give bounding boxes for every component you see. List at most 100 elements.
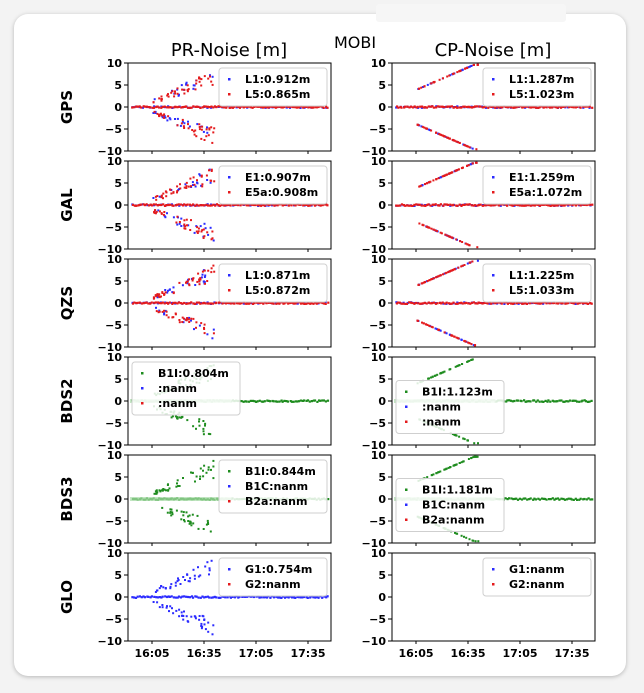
data-point [170, 583, 173, 586]
data-point [459, 240, 462, 243]
data-point [307, 106, 310, 109]
data-point [533, 106, 536, 109]
data-point [487, 106, 490, 109]
y-tick-label: −5 [105, 417, 122, 430]
data-point [432, 179, 435, 182]
data-point [161, 116, 164, 119]
data-point [303, 302, 306, 305]
data-point [200, 230, 203, 233]
data-point [421, 86, 424, 88]
legend-box [131, 361, 241, 416]
data-point [156, 105, 159, 108]
data-point [207, 621, 210, 624]
data-point [241, 595, 244, 598]
data-point [547, 399, 550, 402]
data-point [315, 106, 318, 109]
data-point [449, 172, 452, 174]
data-point [294, 596, 297, 599]
data-point [447, 203, 450, 206]
data-point [246, 302, 249, 305]
data-point [208, 596, 211, 599]
data-point [432, 301, 436, 304]
y-tick-label: −5 [105, 221, 122, 234]
data-point [191, 181, 194, 184]
data-point [169, 605, 172, 608]
data-point [257, 301, 260, 304]
data-point [476, 259, 479, 262]
data-point [454, 106, 457, 109]
data-point [407, 204, 410, 207]
data-point [419, 185, 422, 188]
data-point [479, 105, 482, 108]
data-point [237, 302, 240, 305]
data-point [533, 497, 536, 500]
data-point [545, 302, 548, 305]
data-point [210, 105, 213, 108]
data-point [569, 497, 572, 500]
data-point [286, 400, 289, 403]
y-tick-label: 5 [114, 275, 122, 288]
data-point [195, 79, 198, 82]
data-point [449, 333, 452, 336]
data-point [473, 105, 477, 108]
data-point [165, 106, 169, 109]
data-point [189, 522, 192, 524]
data-point [211, 230, 214, 233]
data-point [185, 615, 188, 618]
data-point [440, 371, 443, 374]
data-point [445, 203, 448, 206]
data-point [253, 400, 256, 403]
y-tick-label: −10 [361, 635, 386, 648]
data-point [426, 225, 429, 228]
data-point [179, 124, 182, 127]
data-point [192, 317, 195, 320]
data-point [435, 472, 438, 475]
data-point [206, 105, 209, 108]
data-point [506, 498, 509, 501]
data-point [155, 492, 157, 495]
legend-label: B1I:0.804m [158, 367, 229, 380]
data-point [174, 581, 177, 584]
data-point [217, 596, 220, 599]
data-point [294, 302, 297, 305]
data-point [417, 319, 420, 322]
data-point [176, 117, 179, 120]
data-point [183, 519, 185, 521]
data-point [171, 511, 174, 514]
data-point [199, 277, 202, 280]
data-point [563, 204, 566, 207]
data-point [212, 465, 215, 468]
y-tick-label: −5 [369, 221, 386, 234]
data-point [207, 630, 210, 633]
legend-marker [228, 78, 231, 81]
data-point [409, 204, 412, 207]
data-point [468, 538, 471, 541]
data-point [186, 90, 189, 93]
data-point [155, 198, 158, 201]
data-point [450, 302, 453, 305]
data-point [224, 596, 227, 599]
data-point [201, 625, 204, 628]
data-point [529, 497, 532, 500]
data-point [306, 399, 310, 402]
data-point [314, 301, 317, 304]
data-point [483, 106, 486, 109]
data-point [556, 497, 560, 500]
data-point [203, 235, 206, 238]
data-point [206, 231, 209, 234]
data-point [172, 301, 175, 304]
data-point [322, 302, 325, 305]
data-point [423, 301, 426, 304]
data-point [254, 203, 257, 207]
data-point [421, 125, 424, 128]
data-point [513, 399, 516, 403]
data-point [484, 204, 487, 207]
data-point [192, 130, 195, 133]
legend-label: B1C:nanm [422, 499, 485, 512]
data-point [210, 559, 213, 562]
data-point [398, 204, 401, 207]
data-point [178, 281, 181, 284]
data-point [452, 72, 454, 75]
data-point [525, 105, 529, 108]
data-point [522, 497, 525, 500]
